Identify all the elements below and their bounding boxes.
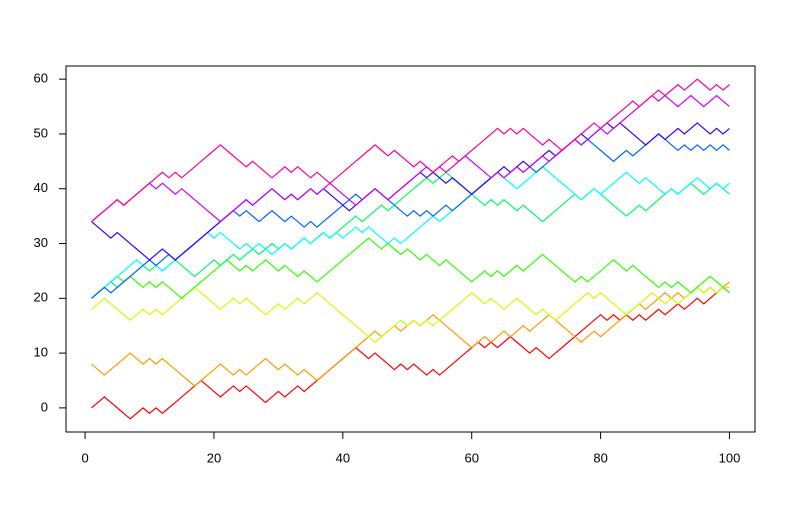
series-line — [91, 286, 730, 420]
plot-frame — [65, 65, 756, 433]
x-tick-label: 0 — [81, 450, 88, 465]
series-line — [91, 237, 730, 300]
series-line — [91, 281, 730, 387]
series-line — [91, 171, 730, 299]
y-tick-label: 20 — [34, 290, 48, 305]
series-line — [91, 94, 730, 223]
y-tick-label: 30 — [34, 235, 48, 250]
y-tick-label: 10 — [34, 345, 48, 360]
x-tick-label: 20 — [207, 450, 221, 465]
series-line — [91, 166, 730, 299]
series-line — [91, 286, 730, 343]
y-tick-label: 0 — [41, 399, 48, 414]
x-tick-label: 40 — [336, 450, 350, 465]
x-tick-label: 80 — [593, 450, 607, 465]
x-tick-label: 60 — [464, 450, 478, 465]
y-tick-label: 60 — [34, 71, 48, 86]
y-tick-label: 50 — [34, 125, 48, 140]
y-tick-label: 40 — [34, 180, 48, 195]
series-line — [91, 78, 730, 223]
series-line — [91, 133, 730, 299]
x-tick-label: 100 — [719, 450, 741, 465]
